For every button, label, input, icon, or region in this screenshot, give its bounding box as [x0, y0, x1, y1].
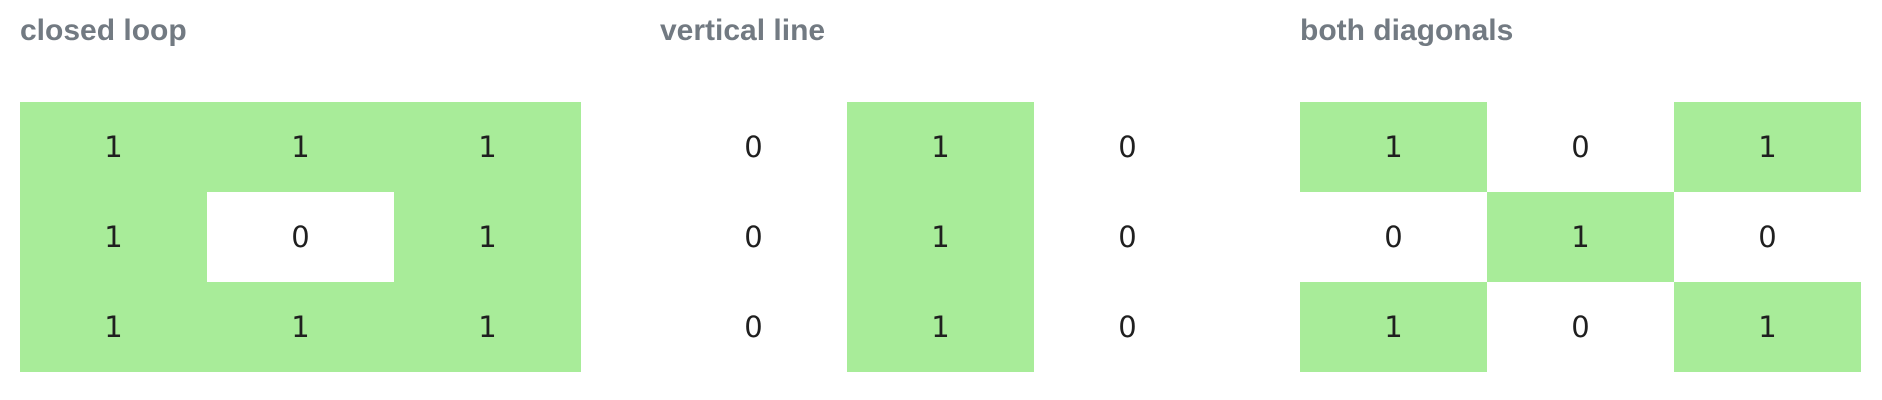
grid-cell: 1 — [847, 192, 1034, 282]
grid-cell: 1 — [207, 282, 394, 372]
panel-title: vertical line — [660, 14, 826, 47]
grid-cell: 1 — [20, 102, 207, 192]
grid-cell: 1 — [394, 282, 581, 372]
grid-cell: 0 — [660, 102, 847, 192]
grid-cell: 1 — [20, 282, 207, 372]
grid-cell: 1 — [1674, 282, 1861, 372]
grid-cell: 0 — [660, 192, 847, 282]
grid-cell: 0 — [1487, 282, 1674, 372]
panel-title: closed loop — [20, 14, 187, 47]
grid-cell: 0 — [1674, 192, 1861, 282]
grid-cell: 1 — [1300, 102, 1487, 192]
grid-cell: 0 — [1034, 192, 1221, 282]
grid-cell: 0 — [1487, 102, 1674, 192]
grid-cell: 1 — [20, 192, 207, 282]
grid-cell: 1 — [1674, 102, 1861, 192]
grid-cell: 1 — [847, 282, 1034, 372]
grid-cell: 1 — [394, 102, 581, 192]
grid-cell: 0 — [1300, 192, 1487, 282]
grid-cell: 1 — [1300, 282, 1487, 372]
grid-cell: 1 — [847, 102, 1034, 192]
grid-cell: 0 — [1034, 102, 1221, 192]
grid-cell: 0 — [1034, 282, 1221, 372]
grid-cell: 0 — [660, 282, 847, 372]
grid-cell: 1 — [207, 102, 394, 192]
panel-title: both diagonals — [1300, 14, 1514, 47]
grid-cell: 1 — [394, 192, 581, 282]
grid-cell: 1 — [1487, 192, 1674, 282]
grid-cell: 0 — [207, 192, 394, 282]
